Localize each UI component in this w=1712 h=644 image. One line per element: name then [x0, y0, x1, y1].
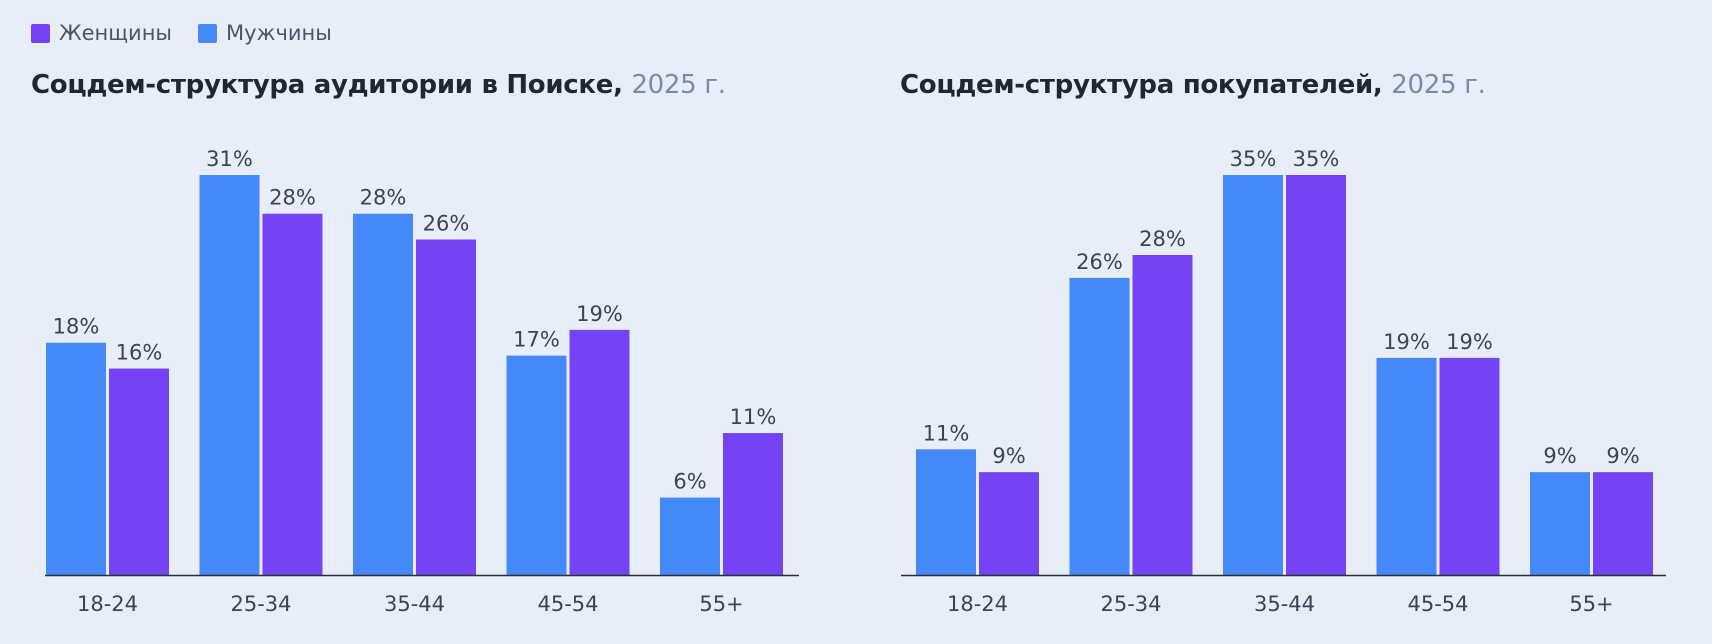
bar-men-55+	[1530, 472, 1590, 575]
bar-chart-search-audience: 18% 16% 18-24 31% 28% 25-34 28% 26% 35-44 17% 19% 4…	[45, 147, 799, 616]
data-label-women-25-34: 28%	[1139, 227, 1186, 251]
data-label-women-35-44: 35%	[1293, 147, 1340, 171]
legend-item-women: Женщины	[31, 21, 172, 45]
bar-men-35-44	[353, 213, 413, 576]
data-label-women-18-24: 16%	[116, 341, 163, 365]
data-label-men-35-44: 35%	[1230, 147, 1277, 171]
x-tick-label-35-44: 35-44	[1254, 592, 1315, 616]
x-tick-label-25-34: 25-34	[230, 592, 291, 616]
bar-women-35-44	[1286, 175, 1346, 575]
legend-swatch-men	[198, 23, 218, 43]
bar-women-55+	[723, 433, 783, 575]
bar-women-35-44	[416, 239, 476, 576]
bar-women-55+	[1593, 472, 1653, 575]
bar-women-45-54	[1439, 357, 1500, 575]
data-label-men-55+: 6%	[673, 470, 706, 494]
x-tick-label-45-54: 45-54	[537, 592, 598, 616]
chart-title-search-year: 2025 г.	[631, 70, 726, 100]
bar-men-18-24	[916, 449, 976, 575]
data-label-men-18-24: 18%	[53, 315, 100, 339]
data-label-women-45-54: 19%	[576, 302, 623, 326]
x-tick-label-18-24: 18-24	[77, 592, 138, 616]
bar-chart-buyers: 11% 9% 18-24 26% 28% 25-34 35% 35% 35-44 19% 19% 45…	[901, 147, 1666, 616]
x-tick-label-55+: 55+	[1569, 592, 1613, 616]
data-label-men-25-34: 31%	[206, 147, 253, 171]
data-label-men-35-44: 28%	[360, 186, 407, 210]
bar-men-25-34	[199, 175, 260, 575]
legend-item-men: Мужчины	[198, 21, 332, 45]
data-label-men-55+: 9%	[1543, 444, 1576, 468]
bar-men-18-24	[46, 342, 106, 575]
bar-men-45-54	[1376, 357, 1437, 575]
x-tick-label-25-34: 25-34	[1100, 592, 1161, 616]
bar-women-45-54	[569, 329, 630, 575]
x-tick-label-18-24: 18-24	[947, 592, 1008, 616]
bar-women-18-24	[979, 472, 1039, 575]
chart-title-buyers: Соцдем-структура покупателей, 2025 г.	[900, 70, 1486, 100]
data-label-men-45-54: 19%	[1383, 330, 1430, 354]
data-label-women-35-44: 26%	[423, 212, 470, 236]
data-label-women-18-24: 9%	[992, 444, 1025, 468]
bar-women-18-24	[109, 368, 169, 575]
chart-title-buyers-year: 2025 г.	[1391, 70, 1486, 100]
bar-men-25-34	[1069, 277, 1130, 575]
x-tick-label-45-54: 45-54	[1407, 592, 1468, 616]
bar-men-45-54	[506, 355, 567, 575]
data-label-men-18-24: 11%	[923, 421, 970, 445]
chart-title-search: Соцдем-структура аудитории в Поиске, 202…	[31, 70, 726, 100]
x-tick-label-35-44: 35-44	[384, 592, 445, 616]
bar-women-25-34	[1132, 255, 1193, 575]
data-label-women-55+: 11%	[730, 405, 777, 429]
data-label-men-45-54: 17%	[513, 328, 560, 352]
legend-swatch-women	[31, 23, 50, 43]
data-label-women-45-54: 19%	[1446, 330, 1493, 354]
data-label-women-25-34: 28%	[269, 186, 316, 210]
data-label-men-25-34: 26%	[1076, 250, 1123, 274]
x-tick-label-55+: 55+	[699, 592, 743, 616]
bar-men-35-44	[1223, 175, 1283, 575]
bar-women-25-34	[262, 213, 323, 576]
data-label-women-55+: 9%	[1606, 444, 1639, 468]
chart-title-buyers-text: Соцдем-структура покупателей,	[900, 70, 1383, 100]
chart-title-search-text: Соцдем-структура аудитории в Поиске,	[31, 70, 623, 100]
legend: Женщины Мужчины	[31, 21, 332, 45]
legend-label-women: Женщины	[59, 21, 173, 45]
legend-label-men: Мужчины	[226, 21, 332, 45]
bar-men-55+	[660, 497, 720, 575]
